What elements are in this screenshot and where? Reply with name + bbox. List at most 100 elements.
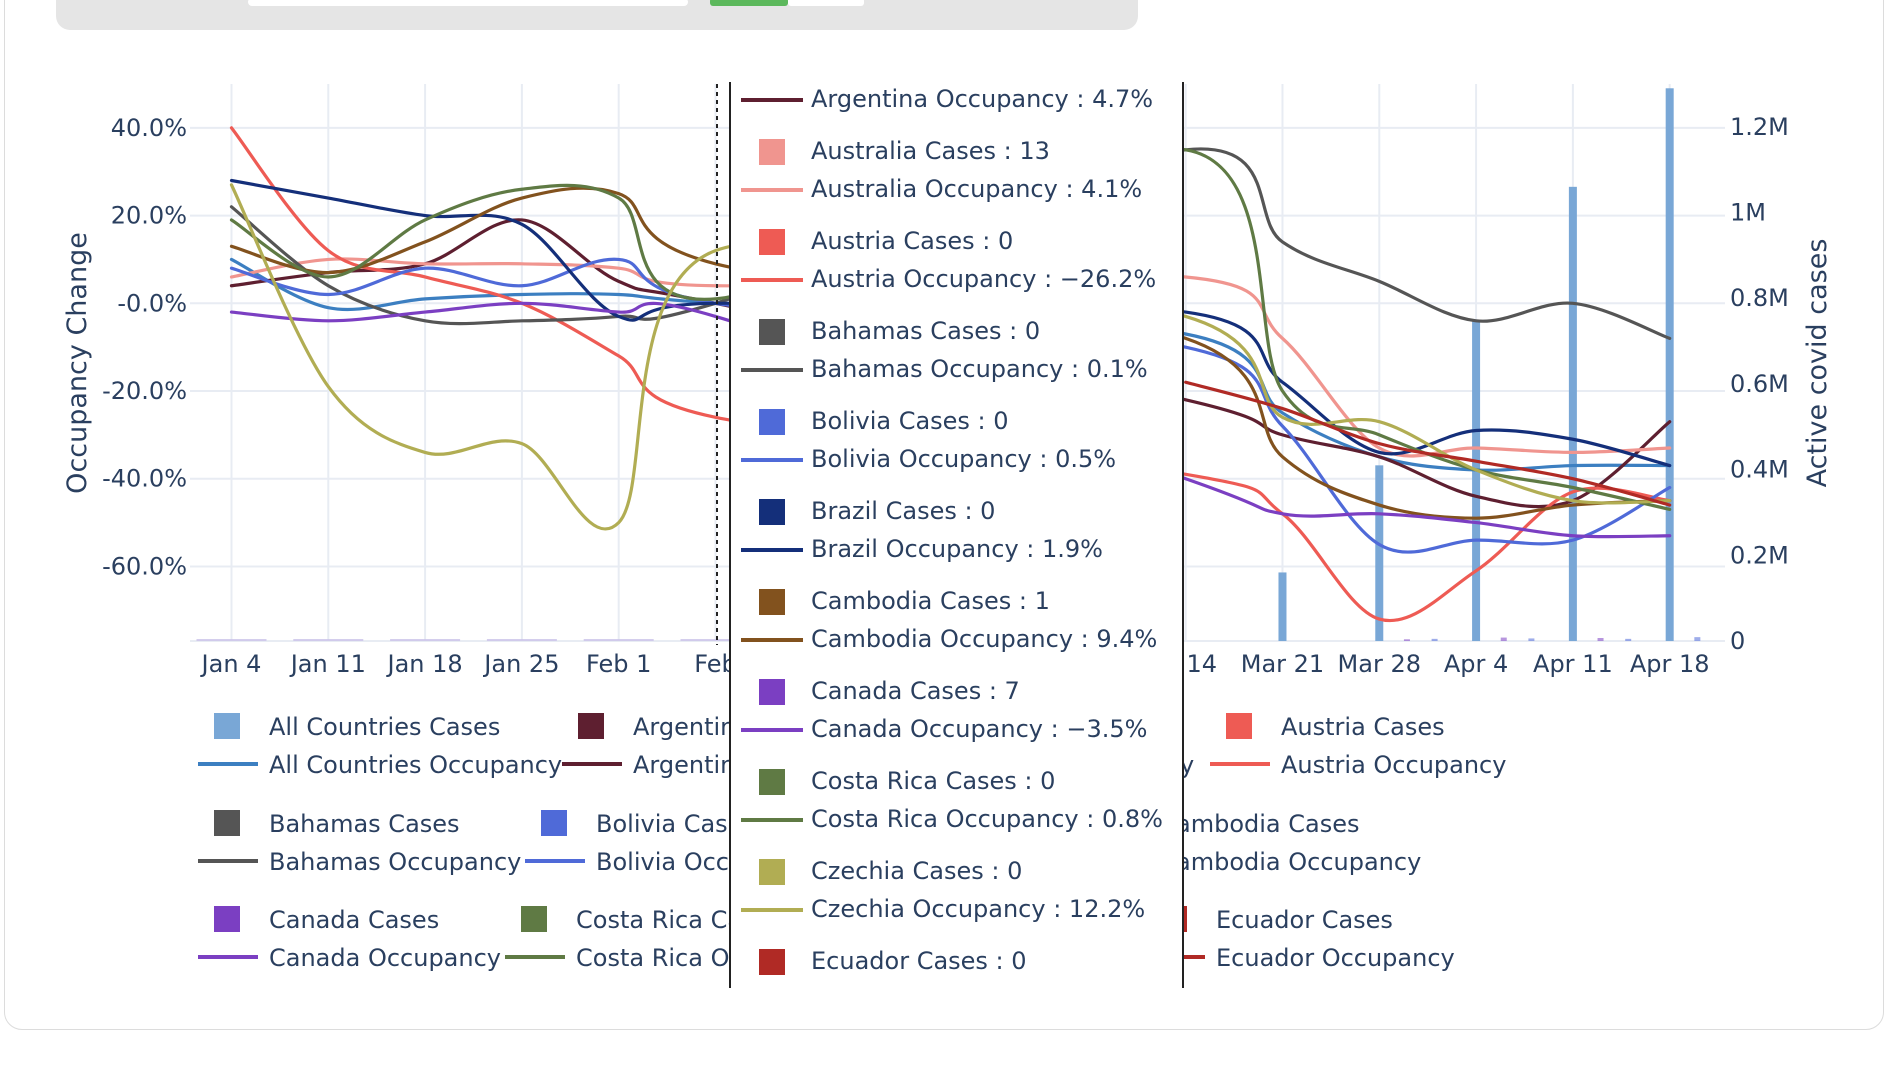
legend-swatch <box>214 906 240 932</box>
minor-case-bar <box>1694 637 1701 641</box>
hover-entry: Bolivia Occupancy : 0.5% <box>811 445 1117 473</box>
hover-line-swatch <box>741 908 803 912</box>
x-tick-label: Mar 21 <box>1241 650 1324 678</box>
hover-line-swatch <box>741 188 803 192</box>
series-line <box>1184 380 1672 507</box>
hover-swatch <box>759 949 785 975</box>
hover-swatch <box>759 229 785 255</box>
x-tick-label: Apr 4 <box>1444 650 1508 678</box>
hover-entry: Canada Cases : 7 <box>811 677 1020 705</box>
x-tick-label: Apr 11 <box>1533 650 1613 678</box>
hover-entry: Bahamas Cases : 0 <box>811 317 1041 345</box>
hover-entry: Brazil Cases : 0 <box>811 497 996 525</box>
filter-toolbar <box>56 0 1138 30</box>
y2-tick-label: 1.2M <box>1730 113 1789 141</box>
case-bar <box>1568 186 1577 642</box>
hover-entry: Costa Rica Occupancy : 0.8% <box>811 805 1163 833</box>
legend-label: Ecuador Cases <box>1216 906 1393 934</box>
hover-entry: Cambodia Cases : 1 <box>811 587 1050 615</box>
hover-line-swatch <box>741 368 803 372</box>
legend-swatch <box>578 713 604 739</box>
hover-entry: Brazil Occupancy : 1.9% <box>811 535 1103 563</box>
y2-axis-title: Active covid cases <box>1802 239 1833 488</box>
x-tick-label: Apr 18 <box>1630 650 1710 678</box>
legend-label: Costa Rica Oc <box>576 944 743 972</box>
legend-swatch <box>214 713 240 739</box>
hover-entry: Czechia Cases : 0 <box>811 857 1023 885</box>
legend-label: Bolivia Case <box>596 810 742 838</box>
hover-entry: Cambodia Occupancy : 9.4% <box>811 625 1158 653</box>
hover-entry: Argentina Occupancy : 4.7% <box>811 85 1154 113</box>
minor-case-bar <box>196 639 267 641</box>
x-tick-label: Feb 1 <box>586 650 651 678</box>
hover-entry: Australia Cases : 13 <box>811 137 1050 165</box>
y2-tick-label: 0.6M <box>1730 370 1789 398</box>
y-tick-label: 20.0% <box>111 202 187 230</box>
hover-line-swatch <box>741 98 803 102</box>
legend-label: Austria Occupancy <box>1281 751 1506 779</box>
legend-label: Bolivia Occu <box>596 848 744 876</box>
x-tick-label: Jan 11 <box>289 650 366 678</box>
minor-case-bar <box>680 639 751 641</box>
minor-case-bar <box>390 639 461 641</box>
minor-case-bar <box>583 639 654 641</box>
x-tick-label: Jan 18 <box>386 650 463 678</box>
legend-label: Argentin <box>633 713 735 741</box>
hover-line-swatch <box>741 278 803 282</box>
case-bar <box>1278 572 1287 641</box>
hover-entry: Ecuador Cases : 0 <box>811 947 1027 975</box>
hover-entry: Canada Occupancy : −3.5% <box>811 715 1148 743</box>
minor-case-bar <box>1528 638 1535 641</box>
hover-swatch <box>759 409 785 435</box>
case-bar <box>1375 465 1384 641</box>
legend-swatch <box>541 810 567 836</box>
y-tick-label: -0.0% <box>117 289 187 317</box>
legend-label: All Countries Occupancy <box>269 751 562 779</box>
y2-tick-label: 0 <box>1730 627 1745 655</box>
y-tick-label: 40.0% <box>111 114 187 142</box>
y-axis-title: Occupancy Change <box>62 232 93 494</box>
x-tick-label: Jan 25 <box>482 650 559 678</box>
y-tick-label: -40.0% <box>102 465 187 493</box>
legend-label: Costa Rica Ca <box>576 906 742 934</box>
x-tick-label: Mar 28 <box>1338 650 1421 678</box>
legend-swatch <box>521 906 547 932</box>
chart-card <box>4 0 1884 1030</box>
legend-label: Canada Occupancy <box>269 944 501 972</box>
hover-swatch <box>759 679 785 705</box>
minor-case-bar <box>486 639 557 641</box>
y-tick-label: -20.0% <box>102 377 187 405</box>
minor-case-bar <box>1431 638 1438 641</box>
apply-button[interactable] <box>710 0 788 6</box>
hover-entry: Australia Occupancy : 4.1% <box>811 175 1143 203</box>
filter-input[interactable] <box>248 0 688 6</box>
legend-label: Canada Cases <box>269 906 439 934</box>
reset-button[interactable] <box>788 0 864 6</box>
x-tick-label: Jan 4 <box>200 650 262 678</box>
legend-label: Bahamas Cases <box>269 810 460 838</box>
legend-label: Ecuador Occupancy <box>1216 944 1455 972</box>
hover-entry: Costa Rica Cases : 0 <box>811 767 1056 795</box>
legend-swatch <box>1226 713 1252 739</box>
hover-swatch <box>759 769 785 795</box>
legend-label: ambodia Occupancy <box>1176 848 1421 876</box>
legend-label: All Countries Cases <box>269 713 500 741</box>
hover-line-swatch <box>741 548 803 552</box>
minor-case-bar <box>1597 638 1604 641</box>
hover-entry: Austria Occupancy : −26.2% <box>811 265 1157 293</box>
hover-swatch <box>759 139 785 165</box>
hover-swatch <box>759 589 785 615</box>
legend-label: ambodia Cases <box>1176 810 1359 838</box>
y2-tick-label: 0.4M <box>1730 456 1789 484</box>
hover-line-swatch <box>741 458 803 462</box>
minor-case-bar <box>1625 638 1632 641</box>
legend-label: Austria Cases <box>1281 713 1445 741</box>
hover-entry: Czechia Occupancy : 12.2% <box>811 895 1146 923</box>
hover-swatch <box>759 499 785 525</box>
hover-swatch <box>759 319 785 345</box>
y2-tick-label: 0.8M <box>1730 284 1789 312</box>
y2-tick-label: 1M <box>1730 199 1766 227</box>
legend-label: Bahamas Occupancy <box>269 848 521 876</box>
hover-entry: Austria Cases : 0 <box>811 227 1014 255</box>
hover-swatch <box>759 859 785 885</box>
